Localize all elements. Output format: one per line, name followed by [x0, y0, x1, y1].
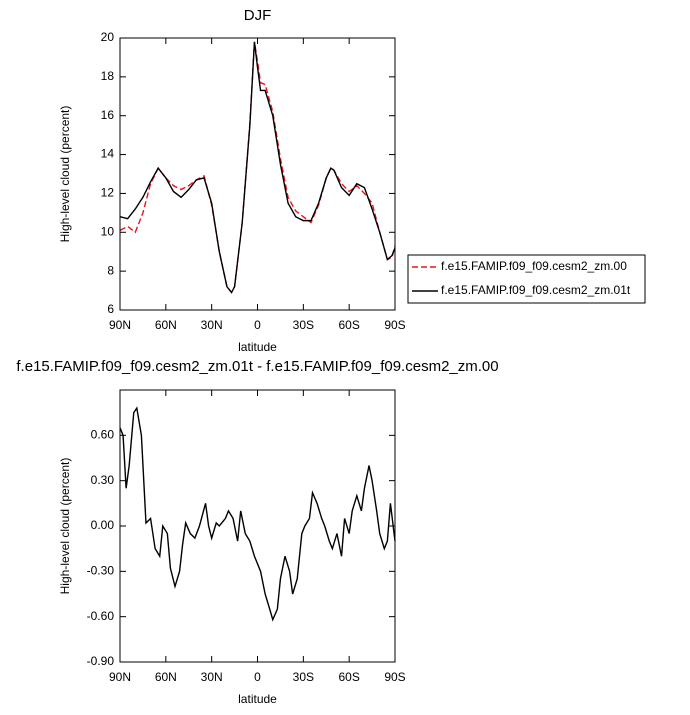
- legend-label: f.e15.FAMIP.f09_f09.cesm2_zm.00: [441, 259, 627, 273]
- legend-label: f.e15.FAMIP.f09_f09.cesm2_zm.01t: [441, 283, 631, 297]
- x-tick-label: 0: [254, 318, 261, 332]
- x-tick-label: 30S: [293, 318, 314, 332]
- x-tick-label: 30N: [201, 670, 223, 684]
- x-tick-label: 60S: [338, 670, 359, 684]
- y-tick-label: 0.60: [91, 428, 115, 442]
- x-tick-label: 60S: [338, 318, 359, 332]
- y-axis-label: High-level cloud (percent): [58, 106, 72, 243]
- x-tick-label: 60N: [155, 670, 177, 684]
- x-axis-label: latitude: [238, 340, 277, 354]
- plot-frame: [119, 389, 396, 663]
- data-line: [119, 406, 396, 622]
- y-tick-label: 6: [107, 302, 114, 316]
- y-tick-label: -0.30: [87, 564, 115, 578]
- x-tick-label: 0: [254, 670, 261, 684]
- legend-box: [407, 254, 646, 304]
- data-line: [119, 41, 396, 294]
- x-tick-label: 30N: [201, 318, 223, 332]
- data-line: [119, 41, 396, 294]
- y-tick-label: 8: [107, 263, 114, 277]
- plot-frame: [119, 37, 396, 311]
- y-tick-label: -0.60: [87, 609, 115, 623]
- y-tick-label: -0.90: [87, 654, 115, 668]
- x-tick-label: 60N: [155, 318, 177, 332]
- chart-title: f.e15.FAMIP.f09_f09.cesm2_zm.01t - f.e15…: [16, 358, 498, 375]
- y-tick-label: 0.30: [91, 473, 115, 487]
- y-tick-label: 14: [101, 147, 115, 161]
- chart-title: DJF: [244, 7, 272, 24]
- y-axis-label: High-level cloud (percent): [58, 458, 72, 595]
- y-tick-label: 10: [101, 224, 115, 238]
- y-tick-label: 18: [101, 69, 115, 83]
- y-tick-label: 16: [101, 108, 115, 122]
- x-tick-label: 30S: [293, 670, 314, 684]
- y-tick-label: 20: [101, 30, 115, 44]
- y-tick-label: 0.00: [91, 518, 115, 532]
- x-tick-label: 90S: [384, 318, 405, 332]
- y-tick-label: 12: [101, 186, 115, 200]
- x-tick-label: 90N: [109, 318, 131, 332]
- x-axis-label: latitude: [238, 692, 277, 706]
- x-tick-label: 90N: [109, 670, 131, 684]
- x-tick-label: 90S: [384, 670, 405, 684]
